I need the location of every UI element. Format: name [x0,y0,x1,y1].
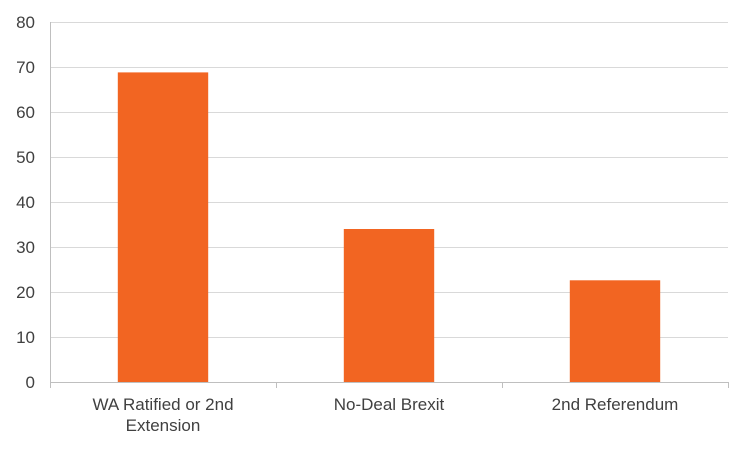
x-category-label-line: Extension [126,416,201,435]
y-tick-label-80: 80 [16,13,35,32]
x-category-labels: WA Ratified or 2nd Extension No-Deal Brexi… [92,395,678,435]
bars [117,72,661,383]
y-tick-label-30: 30 [16,238,35,257]
axes [50,22,729,388]
y-tick-label-70: 70 [16,58,35,77]
x-category-label-1: WA Ratified or 2nd Extension [92,395,233,435]
y-tick-label-40: 40 [16,193,35,212]
bar-2 [343,229,435,382]
y-tick-label-50: 50 [16,148,35,167]
bar-1 [117,72,209,383]
x-category-label-line: 2nd Referendum [552,395,679,414]
bar-3 [569,280,661,382]
y-tick-label-60: 60 [16,103,35,122]
x-category-label-3: 2nd Referendum [552,395,679,414]
x-category-label-2: No-Deal Brexit [334,395,445,414]
y-tick-labels: 0 10 20 30 40 50 60 70 80 [16,13,35,392]
x-category-label-line: WA Ratified or 2nd [92,395,233,414]
y-tick-label-10: 10 [16,328,35,347]
y-tick-label-0: 0 [26,373,35,392]
x-category-label-line: No-Deal Brexit [334,395,445,414]
y-tick-label-20: 20 [16,283,35,302]
